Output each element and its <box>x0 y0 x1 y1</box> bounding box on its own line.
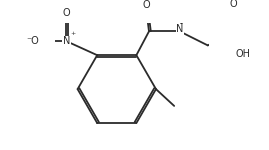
Text: ⁻O: ⁻O <box>26 36 39 46</box>
Text: +: + <box>70 31 75 36</box>
Text: OH: OH <box>235 50 250 60</box>
Text: O: O <box>142 0 150 10</box>
Text: N: N <box>176 24 183 34</box>
Text: O: O <box>63 8 70 18</box>
Text: N: N <box>63 36 70 46</box>
Text: O: O <box>229 0 237 9</box>
